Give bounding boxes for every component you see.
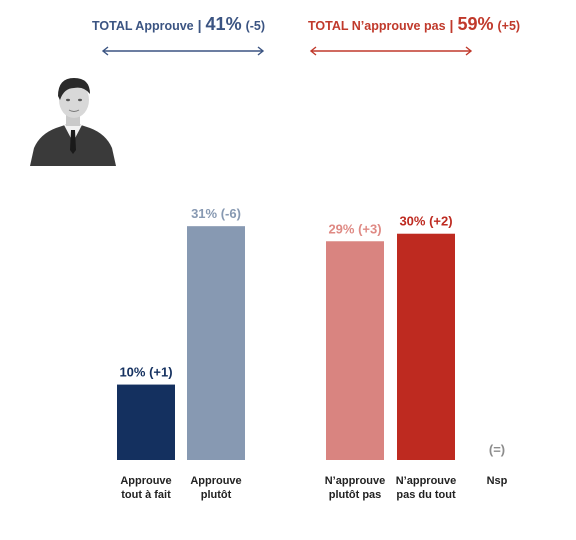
disapprove-range-arrow-icon bbox=[309, 46, 473, 56]
category-label-2-line-1: plutôt pas bbox=[329, 489, 382, 501]
bar-2 bbox=[326, 241, 384, 460]
bar-value-label-3: 30% (+2) bbox=[399, 214, 452, 229]
bar-0 bbox=[117, 384, 175, 460]
category-label-2-line-0: N’approuve bbox=[325, 475, 386, 487]
approve-range-arrow-icon bbox=[101, 46, 265, 56]
total-approve-change: (-5) bbox=[245, 19, 266, 33]
category-label-0-line-0: Approuve bbox=[120, 475, 171, 487]
total-disapprove-change: (+5) bbox=[497, 19, 521, 33]
bar-value-label-0: 10% (+1) bbox=[119, 365, 172, 380]
bar-value-label-4: (=) bbox=[489, 442, 505, 457]
total-approve-summary: TOTAL Approuve | 41% (-5) bbox=[92, 14, 265, 35]
category-label-4-line-0: Nsp bbox=[487, 475, 508, 487]
total-disapprove-summary: TOTAL N’approuve pas | 59% (+5) bbox=[308, 14, 520, 35]
bar-value-label-2: 29% (+3) bbox=[328, 221, 381, 236]
portrait-photo bbox=[30, 78, 116, 166]
category-label-1-line-1: plutôt bbox=[201, 489, 232, 501]
bar-value-label-1: 31% (-6) bbox=[191, 206, 241, 221]
category-label-3-line-0: N’approuve bbox=[396, 475, 457, 487]
total-disapprove-separator: | bbox=[449, 17, 454, 33]
bar-3 bbox=[397, 233, 455, 460]
total-approve-pct: 41% bbox=[205, 14, 242, 34]
total-approve-separator: | bbox=[197, 17, 202, 33]
bar-1 bbox=[187, 226, 245, 460]
total-disapprove-pct: 59% bbox=[457, 14, 494, 34]
category-label-3-line-1: pas du tout bbox=[396, 489, 456, 501]
total-approve-label: TOTAL Approuve bbox=[92, 19, 194, 33]
category-label-0-line-1: tout à fait bbox=[121, 489, 171, 501]
category-label-1-line-0: Approuve bbox=[190, 475, 241, 487]
total-disapprove-label: TOTAL N’approuve pas bbox=[308, 19, 446, 33]
